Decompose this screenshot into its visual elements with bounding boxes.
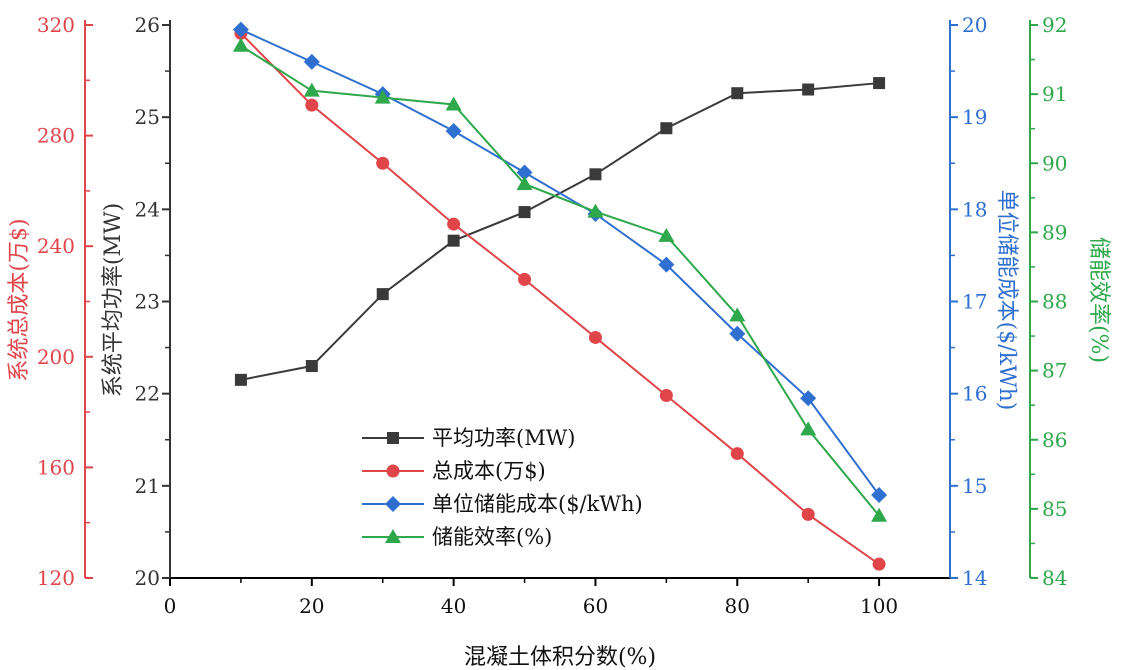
cost-tick-label: 120 — [37, 566, 75, 590]
x-tick-label: 60 — [583, 594, 608, 618]
x-tick-label: 80 — [725, 594, 750, 618]
data-point-cost — [801, 507, 815, 521]
data-point-efficiency — [871, 507, 888, 522]
data-point-cost — [872, 557, 886, 571]
efficiency-tick-label: 92 — [1042, 13, 1067, 37]
power-tick-label: 20 — [135, 566, 160, 590]
x-axis-title: 混凝土体积分数(%) — [464, 645, 656, 670]
cost-tick-label: 240 — [37, 234, 75, 258]
data-point-unit_cost — [516, 164, 533, 181]
data-point-unit_cost — [303, 53, 320, 70]
data-point-cost — [518, 272, 532, 286]
data-point-efficiency — [516, 175, 533, 190]
unit_cost-tick-label: 16 — [962, 382, 987, 406]
data-point-cost — [730, 447, 744, 461]
data-point-power — [376, 288, 389, 301]
legend-marker — [387, 432, 399, 444]
power-tick-label: 22 — [135, 382, 160, 406]
data-point-unit_cost — [729, 325, 746, 342]
data-point-power — [731, 87, 744, 100]
legend-marker — [385, 496, 401, 512]
series-line-cost — [240, 32, 880, 565]
series-line-unit_cost — [240, 28, 880, 496]
x-tick-label: 20 — [299, 594, 324, 618]
data-point-cost — [659, 389, 673, 403]
legend-label: 平均功率(MW) — [432, 426, 575, 450]
cost-tick-label: 160 — [37, 455, 75, 479]
efficiency-tick-label: 90 — [1042, 151, 1067, 175]
efficiency-axis-title: 储能效率(%) — [1086, 237, 1111, 363]
efficiency-tick-label: 88 — [1042, 290, 1067, 314]
efficiency-tick-label: 89 — [1042, 220, 1067, 244]
data-point-power — [305, 360, 318, 373]
efficiency-tick-label: 85 — [1042, 497, 1067, 521]
series-line-efficiency — [240, 44, 880, 517]
cost-tick-label: 280 — [37, 124, 75, 148]
unit_cost-tick-label: 18 — [962, 197, 987, 221]
unit_cost-tick-label: 20 — [962, 13, 987, 37]
legend-label: 储能效率(%) — [432, 525, 552, 549]
legend-marker — [385, 529, 401, 543]
data-point-power — [234, 373, 247, 386]
x-tick-label: 40 — [441, 594, 466, 618]
data-point-efficiency — [232, 37, 249, 52]
data-point-power — [447, 234, 460, 247]
unit_cost-axis-title: 单位储能成本($/kWh) — [994, 190, 1019, 411]
power-axis-title: 系统平均功率(MW) — [101, 203, 126, 397]
power-tick-label: 21 — [135, 474, 160, 498]
power-tick-label: 25 — [135, 105, 160, 129]
power-tick-label: 23 — [135, 290, 160, 314]
efficiency-tick-label: 91 — [1042, 82, 1067, 106]
legend-label: 单位储能成本($/kWh) — [432, 492, 643, 516]
data-point-unit_cost — [445, 122, 462, 139]
efficiency-tick-label: 86 — [1042, 428, 1067, 452]
efficiency-tick-label: 87 — [1042, 359, 1067, 383]
unit_cost-tick-label: 17 — [962, 290, 987, 314]
unit_cost-tick-label: 19 — [962, 105, 987, 129]
data-point-efficiency — [303, 82, 320, 97]
power-tick-label: 26 — [135, 13, 160, 37]
data-point-cost — [447, 217, 461, 231]
data-point-unit_cost — [658, 256, 675, 273]
data-point-power — [660, 122, 673, 135]
data-point-efficiency — [374, 89, 391, 104]
x-tick-label: 100 — [860, 594, 898, 618]
data-point-unit_cost — [800, 390, 817, 407]
data-point-cost — [376, 156, 390, 170]
data-point-cost — [588, 330, 602, 344]
data-point-power — [873, 77, 886, 90]
cost-tick-label: 200 — [37, 345, 75, 369]
data-point-power — [518, 206, 531, 219]
data-point-efficiency — [658, 227, 675, 242]
data-point-unit_cost — [232, 21, 249, 38]
data-point-unit_cost — [871, 487, 888, 504]
data-point-efficiency — [587, 203, 604, 218]
data-point-efficiency — [800, 421, 817, 436]
data-point-cost — [305, 98, 319, 112]
data-point-power — [802, 83, 815, 96]
cost-axis-title: 系统总成本(万$) — [7, 218, 32, 381]
x-tick-label: 0 — [164, 594, 177, 618]
efficiency-tick-label: 84 — [1042, 566, 1067, 590]
series-line-power — [240, 82, 880, 381]
legend-label: 总成本(万$) — [432, 459, 546, 483]
power-tick-label: 24 — [135, 197, 160, 221]
unit_cost-tick-label: 14 — [962, 566, 987, 590]
data-point-efficiency — [729, 307, 746, 322]
data-point-efficiency — [445, 96, 462, 111]
unit_cost-tick-label: 15 — [962, 474, 987, 498]
legend-marker — [386, 464, 400, 478]
data-point-power — [589, 168, 602, 181]
cost-tick-label: 320 — [37, 13, 75, 37]
